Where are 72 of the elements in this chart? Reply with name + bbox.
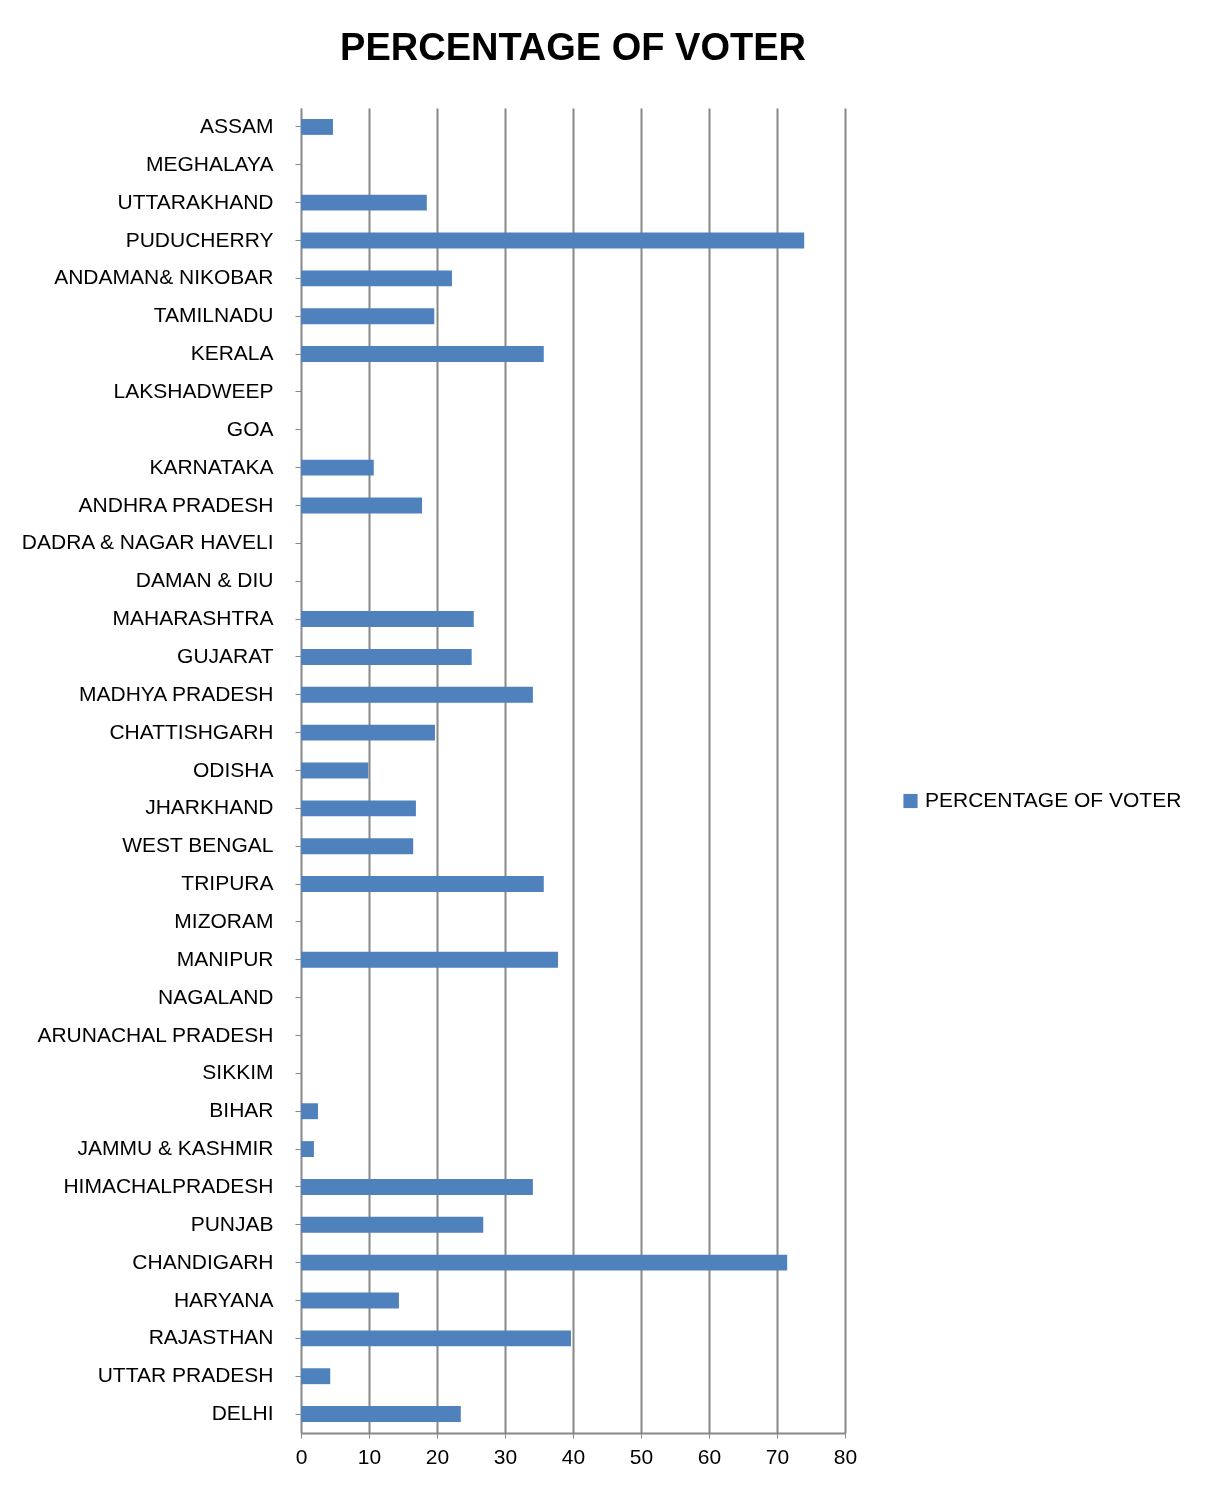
y-tick-label: ANDAMAN& NIKOBAR [54,265,274,289]
bar [301,1141,314,1158]
y-tick-label: MEGHALAYA [145,151,274,175]
bar [301,118,333,135]
bar [301,686,533,703]
y-tick-label: TAMILNADU [153,303,274,327]
y-tick-label: DAMAN & DIU [135,568,274,592]
y-tick-label: TRIPURA [181,871,274,895]
x-tick-label: 30 [493,1444,518,1468]
y-tick-label: MAHARASHTRA [112,606,274,630]
bar [301,1103,318,1120]
x-tick-label: 80 [833,1444,858,1468]
y-tick-label: ODISHA [192,757,274,781]
y-tick-label: MIZORAM [174,908,274,932]
x-tick-label: 20 [425,1444,450,1468]
y-tick-label: CHATTISHGARH [109,719,274,743]
x-tick-label: 10 [357,1444,382,1468]
y-tick-label: CHANDIGARH [132,1249,274,1273]
bar [301,724,435,741]
y-tick-label: DELHI [211,1401,274,1425]
x-tick-label: 60 [697,1444,722,1468]
bar [301,1330,571,1347]
bar [301,1368,331,1385]
bar [301,232,805,249]
bar [301,194,427,211]
bar [301,497,423,514]
y-tick-label: RAJASTHAN [148,1325,274,1349]
y-tick-label: LAKSHADWEEP [113,378,274,402]
bar [301,951,559,968]
chart-title: PERCENTAGE OF VOTER [340,26,806,68]
bar [301,1292,399,1309]
y-tick-label: DADRA & NAGAR HAVELI [21,530,274,554]
y-tick-label: HIMACHALPRADESH [63,1173,274,1197]
y-tick-label: JHARKHAND [145,795,274,819]
bar [301,346,544,363]
y-tick-label: SIKKIM [202,1060,274,1084]
y-tick-label: UTTARAKHAND [117,189,274,213]
bar [301,1216,484,1233]
y-tick-label: MANIPUR [176,946,274,970]
bar [301,838,414,855]
bar [301,611,474,628]
bar [301,762,369,779]
x-tick-label: 70 [765,1444,790,1468]
bar [301,308,435,325]
y-tick-label: GUJARAT [177,643,274,667]
x-tick-label: 40 [561,1444,586,1468]
y-tick-label: NAGALAND [157,984,274,1008]
y-tick-label: WEST BENGAL [122,833,274,857]
x-tick-label: 50 [629,1444,654,1468]
bar [301,270,452,287]
bar [301,800,416,817]
y-tick-label: KERALA [190,341,274,365]
y-tick-label: HARYANA [173,1287,274,1311]
y-tick-label: UTTAR PRADESH [97,1363,274,1387]
y-tick-label: PUDUCHERRY [125,227,274,251]
bar [301,1178,533,1195]
bar [301,876,544,893]
y-tick-label: KARNATAKA [149,454,274,478]
bar [301,459,374,476]
bar [301,1406,461,1423]
y-tick-label: BIHAR [209,1098,274,1122]
legend-label: PERCENTAGE OF VOTER [925,788,1182,811]
y-tick-label: JAMMU & KASHMIR [77,1136,274,1160]
y-tick-label: ARUNACHAL PRADESH [37,1022,274,1046]
y-tick-label: PUNJAB [190,1211,274,1235]
y-tick-label: MADHYA PRADESH [79,681,274,705]
x-tick-label: 0 [295,1444,308,1468]
y-tick-label: ANDHRA PRADESH [78,492,274,516]
bar [301,1254,788,1271]
y-tick-label: GOA [226,416,274,440]
y-tick-label: ASSAM [199,113,274,137]
bar [301,648,472,665]
